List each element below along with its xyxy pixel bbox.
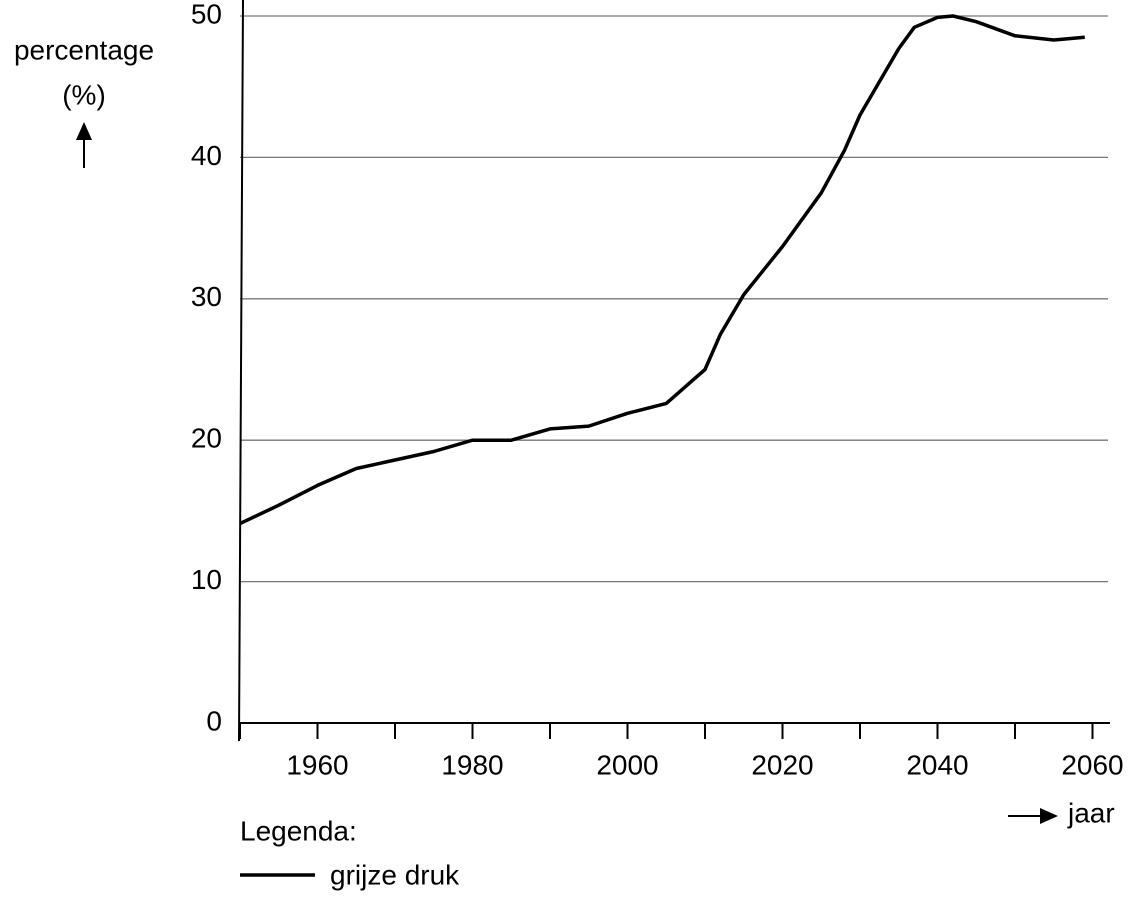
y-axis (238, 0, 244, 742)
x-tick-label: 2040 (906, 749, 968, 780)
y-tick-label: 20 (191, 423, 222, 454)
legend-title: Legenda: (240, 815, 357, 846)
y-tick-label: 50 (191, 0, 222, 29)
y-axis-unit: (%) (62, 79, 106, 110)
x-tick-label: 2020 (751, 749, 813, 780)
x-tick-label: 1960 (286, 749, 348, 780)
x-tick-label: 2060 (1061, 749, 1123, 780)
x-tick-label: 1980 (441, 749, 503, 780)
y-tick-label: 40 (191, 140, 222, 171)
y-tick-label: 30 (191, 281, 222, 312)
y-tick-label: 10 (191, 564, 222, 595)
line (239, 14, 1085, 526)
y-axis-label: percentage (14, 34, 154, 65)
x-tick-label: 2000 (596, 749, 658, 780)
x-axis-label: jaar (1067, 797, 1115, 828)
legend-label: grijze druk (330, 859, 460, 890)
y-tick-label: 0 (206, 705, 222, 736)
